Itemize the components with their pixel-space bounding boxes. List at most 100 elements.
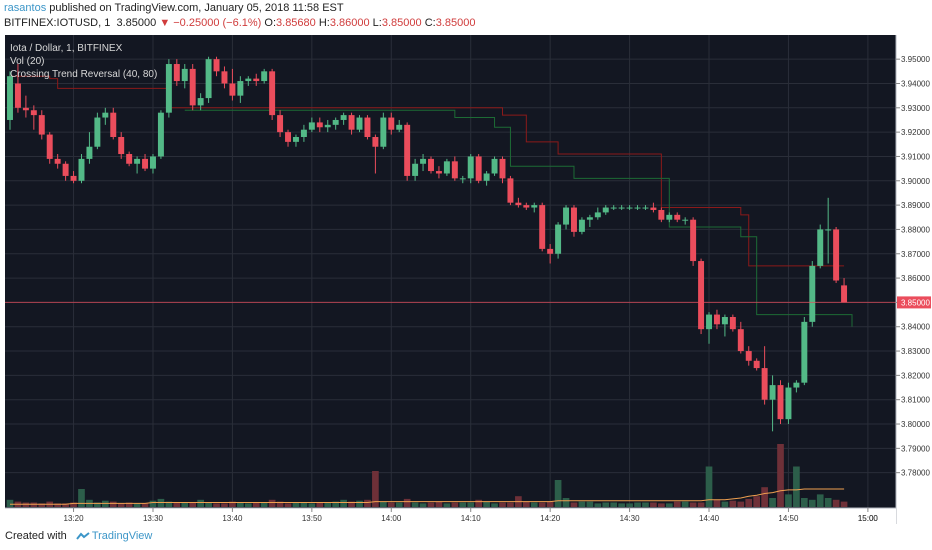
volume-bar [729, 500, 737, 507]
time-tick-label: 13:40 [222, 514, 243, 523]
candle-body [507, 178, 514, 203]
candle-body [118, 137, 125, 155]
candle [626, 205, 633, 210]
candle [308, 117, 315, 133]
candle-body [300, 129, 307, 137]
candle [531, 202, 538, 213]
candle-body [483, 173, 490, 181]
volume-bar [753, 496, 761, 507]
tradingview-brand[interactable]: TradingView [91, 530, 153, 542]
candle [483, 171, 490, 186]
candle-body [706, 314, 712, 330]
volume-bar [197, 499, 204, 507]
candle-body [62, 163, 69, 176]
candle-body [86, 146, 93, 159]
candle-body [650, 207, 657, 210]
price-axis[interactable]: 3.95000 3.94000 3.93000 3.92000 3.91000 3.900… [895, 35, 932, 525]
author-link[interactable]: rasantos [4, 2, 47, 14]
candlesticks [7, 56, 848, 432]
volume-bar [721, 501, 729, 507]
candle-body [571, 207, 577, 232]
time-tick-label: 14:40 [699, 514, 720, 523]
volume-bar [300, 502, 308, 507]
candle [157, 110, 164, 159]
candle-body [181, 68, 188, 82]
volume-bar [658, 503, 665, 507]
volume-bar [348, 501, 355, 507]
candle-body [308, 122, 315, 130]
price-chart[interactable]: 3.95000 3.94000 3.93000 3.92000 3.91000 3.900… [0, 35, 932, 525]
publish-info: rasantos published on TradingView.com, J… [4, 2, 344, 14]
volume-bar [816, 494, 824, 507]
candle [467, 154, 474, 184]
candle-body [753, 360, 760, 369]
candle-body [547, 248, 554, 254]
candle [142, 154, 149, 172]
volume-bar [840, 501, 848, 507]
time-axis[interactable]: 13:20 13:30 13:40 13:50 14:00 14:10 14:20 14:30… [0, 507, 896, 525]
last-price-tag [897, 296, 931, 309]
candle-body [157, 112, 164, 157]
candle-body [555, 224, 562, 254]
volume-bar [244, 503, 252, 507]
candle [475, 154, 482, 184]
time-axis-background [0, 508, 896, 525]
high-value: 3.86000 [329, 17, 370, 29]
candle-body [761, 368, 768, 400]
candle-body [165, 64, 172, 113]
candle [197, 93, 204, 111]
candle [642, 205, 649, 210]
candle [181, 64, 188, 89]
candle [86, 132, 93, 164]
volume-bar [737, 501, 745, 507]
volume-bar [546, 501, 554, 507]
candle-body [380, 117, 387, 147]
candle-body [721, 317, 728, 325]
candle-body [658, 209, 665, 220]
price-tick-label: 3.93000 [901, 104, 930, 113]
candle-body [102, 112, 109, 118]
volume-bar [824, 498, 832, 507]
volume-bar [507, 502, 514, 507]
candle-body [531, 205, 538, 208]
candle-body [332, 119, 339, 125]
candle-body [348, 115, 355, 130]
candle-body [142, 158, 149, 169]
candle [435, 166, 442, 179]
volume-bar [268, 499, 276, 507]
volume-bar [530, 502, 538, 507]
price-tick-label: 3.91000 [901, 152, 930, 161]
price-tick-label: 3.86000 [901, 274, 930, 283]
candle-body [245, 78, 252, 82]
lower-band-line [184, 109, 853, 327]
low-label: L: [372, 17, 382, 29]
volume-bar [467, 502, 475, 507]
candle [745, 346, 752, 366]
candle [698, 258, 705, 335]
volume-bar [594, 503, 602, 507]
chart-legend: Iota / Dollar, 1, BITFINEX Vol (20) Cros… [10, 43, 157, 80]
price-tick-label: 3.92000 [901, 128, 930, 137]
volume-bar [832, 499, 840, 507]
candle [578, 217, 585, 235]
candle [491, 156, 498, 176]
volume-bar [499, 502, 506, 507]
candle [443, 158, 450, 176]
volume-bar [395, 502, 403, 507]
candle-body [134, 158, 141, 164]
candle [404, 122, 411, 181]
candle-body [769, 385, 776, 400]
candle [30, 105, 37, 130]
price-tick-label: 3.95000 [901, 55, 930, 64]
price-tick-label: 3.90000 [901, 177, 930, 186]
candle [793, 380, 800, 393]
candle [292, 134, 299, 147]
volume-bar [745, 498, 753, 507]
volume-bar [38, 503, 46, 507]
candle-body [586, 217, 593, 220]
candle-body [499, 158, 506, 179]
volume-bar [554, 480, 562, 507]
candle [165, 59, 172, 118]
volume-bar [483, 501, 490, 507]
candle [150, 154, 156, 174]
